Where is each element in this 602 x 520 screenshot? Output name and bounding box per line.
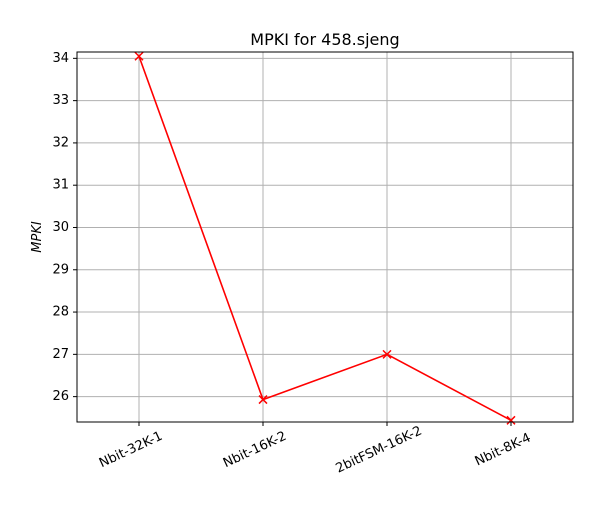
y-axis-ticks: 26 27 28 29 30 31 32 33 34 bbox=[52, 51, 77, 404]
series-marker-layer bbox=[134, 51, 516, 425]
y-tick-label: 34 bbox=[52, 51, 69, 66]
series-line-layer bbox=[138, 55, 512, 422]
y-tick-label: 31 bbox=[52, 178, 69, 193]
plot-frame bbox=[76, 51, 574, 423]
data-point-marker bbox=[134, 51, 144, 61]
data-point-marker bbox=[258, 395, 268, 405]
y-tick-label: 32 bbox=[52, 135, 69, 150]
chart-title: MPKI for 458.sjeng bbox=[250, 30, 399, 49]
y-tick-label: 30 bbox=[52, 220, 69, 235]
grid-lines bbox=[77, 52, 573, 422]
y-tick-label: 27 bbox=[52, 347, 69, 362]
y-tick-label: 29 bbox=[52, 262, 69, 277]
data-point-marker bbox=[506, 415, 516, 425]
y-tick-label: 28 bbox=[52, 305, 69, 320]
y-axis-label: MPKI bbox=[30, 221, 45, 253]
data-point-marker bbox=[382, 349, 392, 359]
y-tick-label: 26 bbox=[52, 389, 69, 404]
series-line bbox=[138, 55, 512, 422]
y-tick-label: 33 bbox=[52, 93, 69, 108]
